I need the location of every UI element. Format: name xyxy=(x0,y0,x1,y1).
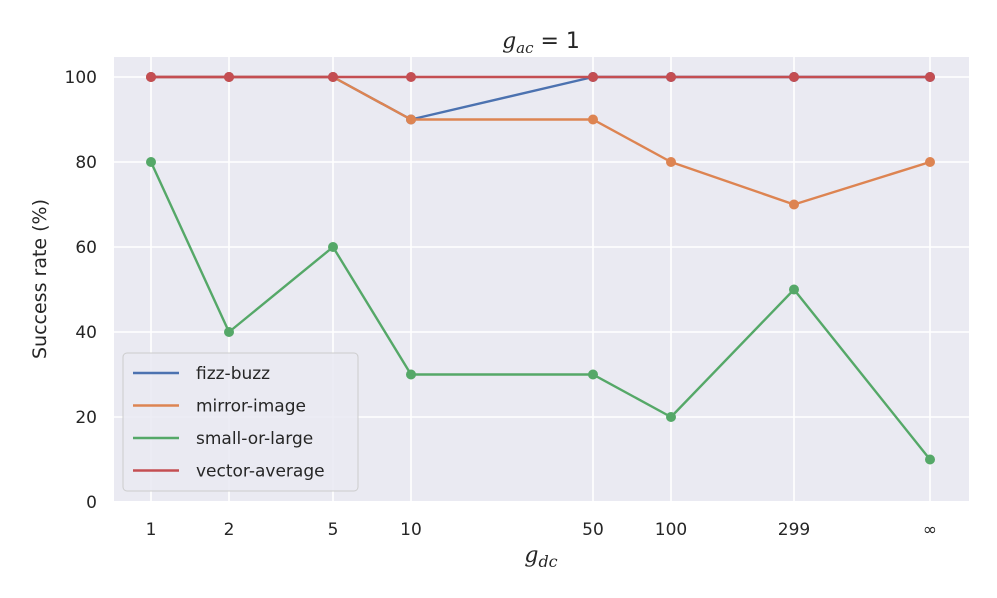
chart-title-main: g xyxy=(502,29,516,54)
series-small-or-large xyxy=(146,157,935,465)
y-tick-label: 40 xyxy=(75,323,97,343)
data-point xyxy=(789,284,799,295)
data-point xyxy=(925,72,935,82)
chart-title: gac = 1 xyxy=(502,29,580,57)
legend-label: vector-average xyxy=(196,462,325,482)
legend-item: small-or-large xyxy=(133,429,313,449)
x-tick-label: 10 xyxy=(400,520,422,540)
legend-label: small-or-large xyxy=(196,429,313,449)
data-point xyxy=(925,454,935,465)
legend-label: mirror-image xyxy=(196,397,306,417)
series-line xyxy=(149,161,931,461)
x-tick-label: 1 xyxy=(146,520,157,540)
x-tick-label: 299 xyxy=(778,520,810,540)
legend-frame xyxy=(122,352,359,492)
legend-item: mirror-image xyxy=(133,397,306,417)
data-point xyxy=(789,199,799,210)
x-tick-label: 2 xyxy=(224,520,235,540)
data-point xyxy=(666,412,676,422)
y-axis-label: Success rate (%) xyxy=(29,199,51,359)
legend: fizz-buzz mirror-image small-or-large vecto… xyxy=(122,352,359,492)
data-point xyxy=(146,157,156,167)
x-tick-label: 5 xyxy=(328,520,339,540)
data-point xyxy=(406,72,416,82)
x-tick-label: 100 xyxy=(655,520,687,540)
y-tick-label: 80 xyxy=(75,153,97,173)
data-point xyxy=(328,72,338,82)
y-tick-label: 0 xyxy=(86,493,97,513)
legend-label: fizz-buzz xyxy=(196,364,270,384)
data-point xyxy=(406,114,416,125)
y-tick-label: 100 xyxy=(65,68,97,88)
chart-title-rest: = 1 xyxy=(534,29,580,54)
data-point xyxy=(328,242,338,252)
data-point xyxy=(146,72,156,82)
data-point xyxy=(588,369,598,380)
series-vector-average xyxy=(146,72,935,82)
x-axis-label-sub: dc xyxy=(538,552,557,571)
ticks: 1 2 5 10 50 100 299 ∞ 0 20 40 60 80 100 xyxy=(65,68,938,540)
chart-title-sub: ac xyxy=(516,39,534,57)
series-layer xyxy=(146,72,935,465)
x-tick-label: 50 xyxy=(582,520,604,540)
y-tick-label: 20 xyxy=(75,408,97,428)
data-point xyxy=(224,327,234,337)
data-point xyxy=(224,72,234,82)
data-point xyxy=(406,369,416,380)
data-point xyxy=(789,72,799,82)
data-point xyxy=(588,72,598,82)
data-point xyxy=(925,157,935,167)
y-tick-label: 60 xyxy=(75,238,97,258)
data-point xyxy=(588,114,598,125)
legend-item: vector-average xyxy=(133,462,325,482)
data-point xyxy=(666,72,676,82)
legend-item: fizz-buzz xyxy=(133,364,270,384)
data-point xyxy=(666,157,676,167)
x-tick-label: ∞ xyxy=(923,520,937,540)
x-axis-label-main: g xyxy=(524,543,538,568)
x-axis-label: gdc xyxy=(524,543,557,571)
